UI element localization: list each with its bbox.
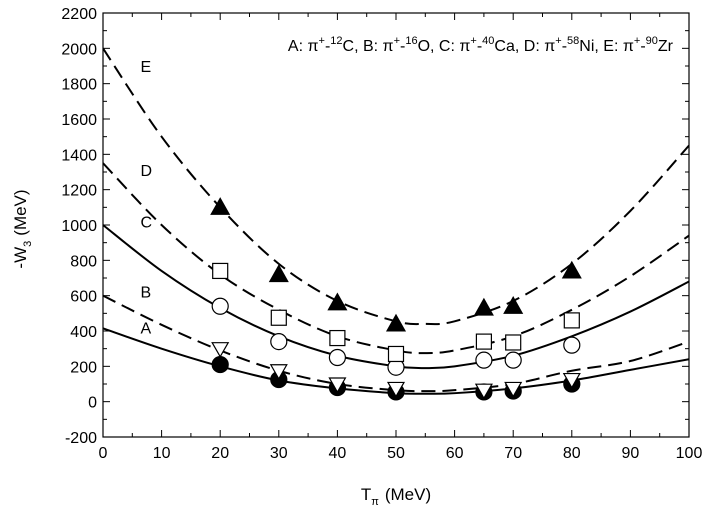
curve-label-b: B: [140, 284, 151, 301]
y-tick-label: 1600: [61, 112, 97, 129]
x-tick-label: 60: [446, 445, 464, 462]
point-d: [387, 345, 405, 363]
x-axis-subscript: π: [371, 496, 379, 508]
point-a: [211, 355, 229, 374]
curve-e: [103, 47, 689, 326]
y-axis-subscript: 3: [22, 241, 34, 247]
legend-superscript: +: [319, 35, 325, 47]
legend-text-part: Zr: [658, 38, 674, 55]
legend-superscript: +: [634, 35, 640, 47]
legend-superscript: +: [394, 35, 400, 47]
y-tick-label: 1800: [61, 77, 97, 94]
legend-text-part: C, B: π: [343, 38, 394, 55]
legend-superscript: +: [470, 35, 476, 47]
point-b: [328, 377, 347, 394]
y-axis-unit: (MeV): [11, 189, 30, 235]
legend-text-part: -: [562, 38, 567, 55]
point-c: [211, 297, 229, 315]
point-c: [563, 336, 581, 354]
legend-superscript: 12: [330, 35, 342, 47]
legend-text-part: Ni, E: π: [579, 38, 634, 55]
point-d: [329, 329, 346, 347]
curve-label-d: D: [140, 163, 152, 180]
y-tick-label: 200: [70, 359, 97, 376]
x-tick-label: 30: [270, 445, 288, 462]
legend: A: π+-12C, B: π+-16O, C: π+-40Ca, D: π+-…: [288, 35, 674, 55]
y-tick-label: 800: [70, 253, 97, 270]
x-tick-label: 0: [99, 445, 108, 462]
y-tick-label: 2200: [61, 6, 97, 23]
point-d: [505, 334, 522, 351]
curve-label-c: C: [140, 214, 152, 231]
point-d: [270, 309, 287, 326]
curve-c: [103, 224, 689, 370]
fit-curves: [103, 47, 689, 395]
point-c: [270, 333, 288, 351]
point-b: [211, 342, 230, 358]
y-tick-label: 2000: [61, 41, 97, 58]
point-b: [504, 381, 523, 398]
curve-label-e: E: [140, 59, 151, 76]
x-tick-label: 70: [504, 445, 522, 462]
point-b: [562, 372, 581, 389]
curve-labels: A B C D E: [140, 59, 152, 337]
x-axis-symbol: T: [361, 485, 371, 504]
x-axis-title: Tπ (MeV): [361, 485, 431, 508]
legend-text-part: -: [640, 38, 645, 55]
x-tick-label: 10: [153, 445, 171, 462]
legend-text-part: A: π: [288, 38, 319, 55]
curve-label-a: A: [140, 320, 151, 337]
point-e: [385, 313, 407, 332]
point-e: [327, 292, 348, 311]
y-tick-label: 1200: [61, 183, 97, 200]
legend-text-part: O, C: π: [418, 38, 471, 55]
point-c: [504, 351, 522, 369]
curve-b: [103, 294, 689, 393]
x-tick-label: 20: [211, 445, 229, 462]
legend-superscript: 58: [567, 35, 579, 47]
point-e: [503, 296, 524, 314]
y-tick-label: -200: [65, 430, 97, 447]
y-axis-symbol: -W: [11, 247, 30, 269]
point-e: [473, 297, 494, 316]
point-d: [563, 312, 580, 329]
axis-ticks: [102, 12, 690, 438]
y-tick-label: 600: [70, 289, 97, 306]
legend-superscript: 90: [646, 35, 658, 47]
point-b: [386, 381, 406, 398]
point-d: [212, 262, 229, 280]
x-tick-label: 40: [329, 445, 347, 462]
legend-superscript: 40: [482, 35, 494, 47]
y-tick-label: 0: [88, 395, 97, 412]
x-tick-label: 80: [563, 445, 581, 462]
curve-d: [103, 162, 689, 355]
legend-text-part: Ca, D: π: [494, 38, 555, 55]
x-tick-label: 50: [387, 445, 405, 462]
point-b: [474, 383, 493, 400]
legend-text-part: -: [400, 38, 405, 55]
legend-text-part: -: [477, 38, 482, 55]
point-e: [210, 197, 231, 215]
y-tick-label: 1000: [61, 218, 97, 235]
data-points: [210, 197, 582, 401]
legend-superscript: +: [555, 35, 561, 47]
x-tick-label: 90: [622, 445, 640, 462]
y-tick-label: 1400: [61, 147, 97, 164]
point-e: [268, 264, 289, 283]
legend-superscript: 16: [405, 35, 417, 47]
x-tick-label: 100: [676, 445, 703, 462]
tick-labels: 0 10 20 30 40 50 60 70 80 90 100-20002004006008001…: [61, 6, 702, 462]
point-c: [328, 348, 346, 367]
point-c: [475, 351, 493, 369]
point-e: [561, 260, 582, 279]
y-tick-label: 400: [70, 324, 97, 341]
legend-text-part: -: [325, 38, 330, 55]
y-axis-title: -W3 (MeV): [11, 189, 34, 268]
point-b: [269, 364, 288, 380]
point-d: [475, 333, 492, 350]
x-axis-unit: (MeV): [385, 485, 431, 504]
